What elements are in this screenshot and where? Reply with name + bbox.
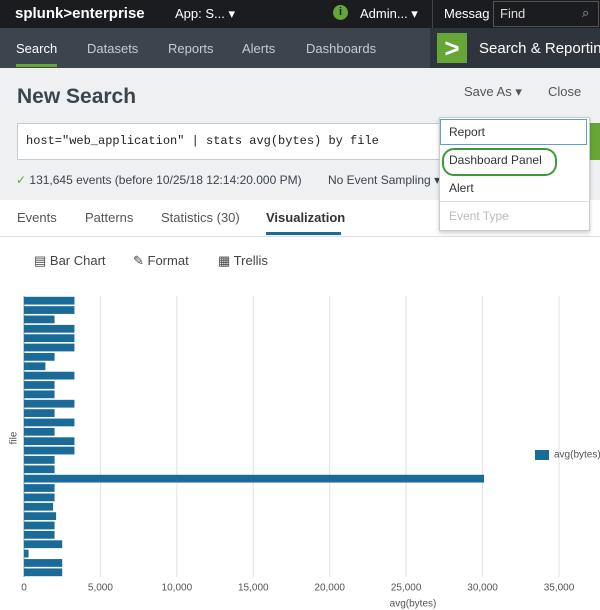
nav-tab[interactable]: Dashboards <box>306 41 377 56</box>
logo[interactable]: splunk>enterprise <box>15 5 145 22</box>
status: ✓ 131,645 events (before 10/25/18 12:14:… <box>16 173 302 187</box>
sampling-menu[interactable]: No Event Sampling ▾ <box>328 173 441 187</box>
toolbar-label: Trellis <box>233 253 268 268</box>
bar <box>24 427 55 436</box>
highlight-ellipse <box>442 148 557 176</box>
top-bar: splunk>enterprise App: S... ▾ i Admin...… <box>0 0 600 28</box>
bar <box>24 334 75 343</box>
bar <box>24 409 55 417</box>
x-tick-label: 20,000 <box>314 583 345 594</box>
app-title-area: > Search & Reporting <box>430 28 600 68</box>
results-tab[interactable]: Events <box>17 210 57 225</box>
bar <box>24 484 55 492</box>
bar-chart-button[interactable]: ▤ Bar Chart <box>34 253 106 268</box>
x-tick-label: 15,000 <box>238 583 269 594</box>
bar <box>24 512 57 520</box>
find-box[interactable]: Find ⌕ <box>493 1 599 27</box>
nav-tab[interactable]: Datasets <box>87 41 139 56</box>
trellis-button[interactable]: ▦ Trellis <box>218 253 268 268</box>
sampling-label: No Event Sampling <box>328 173 431 187</box>
results-tab[interactable]: Patterns <box>85 210 134 225</box>
results-tab[interactable]: Statistics (30) <box>161 210 240 225</box>
menu-item[interactable]: Alert <box>449 181 474 195</box>
bar <box>24 296 75 305</box>
close-button[interactable]: Close <box>548 84 582 99</box>
legend-swatch <box>535 450 549 460</box>
bar <box>24 418 75 427</box>
app-label: App: S... <box>175 6 225 21</box>
bar <box>24 474 485 483</box>
bar <box>24 530 55 539</box>
toolbar-label: Bar Chart <box>49 253 106 268</box>
save-as-button[interactable]: Save As ▾ <box>464 84 522 99</box>
nav-tab[interactable]: Reports <box>168 41 214 56</box>
bar <box>24 371 75 380</box>
bar <box>24 324 75 333</box>
legend-label: avg(bytes) <box>554 450 600 461</box>
bar <box>24 493 55 502</box>
bar <box>24 390 55 399</box>
x-tick-label: 25,000 <box>391 583 422 594</box>
x-tick-label: 5,000 <box>88 583 113 594</box>
bar <box>24 502 54 511</box>
x-axis-label: avg(bytes) <box>390 599 437 610</box>
bar <box>24 521 55 530</box>
chart: 0 5,000 10,000 15,000 20,000 25,000 30,000 35,0… <box>9 296 600 610</box>
app-menu[interactable]: App: S... ▾ <box>175 6 236 21</box>
active-underline <box>266 232 341 235</box>
bar <box>24 465 55 474</box>
bar <box>24 362 46 371</box>
x-tick-label: 30,000 <box>467 583 498 594</box>
results-tab[interactable]: Visualization <box>266 210 346 225</box>
find-placeholder: Find <box>500 6 526 21</box>
bar <box>24 559 63 567</box>
bar <box>24 315 55 324</box>
info-icon[interactable]: i <box>333 5 348 20</box>
check-icon: ✓ <box>16 173 27 187</box>
search-query: host="web_application" | stats avg(bytes… <box>26 134 379 148</box>
bar <box>24 446 75 455</box>
separator <box>440 201 589 202</box>
x-tick-label: 35,000 <box>544 583 575 594</box>
toolbar-label: Format <box>147 253 189 268</box>
bar <box>24 437 75 446</box>
divider <box>432 0 433 28</box>
app-icon: > <box>437 33 467 63</box>
bar <box>24 381 55 389</box>
bar <box>24 399 75 408</box>
menu-item-focus <box>440 119 587 145</box>
status-text: 131,645 events (before 10/25/18 12:14:20… <box>29 173 302 187</box>
user-menu[interactable]: Admin... ▾ <box>360 6 418 21</box>
page-title: New Search <box>17 85 137 108</box>
y-axis-label: file <box>9 431 20 444</box>
bar <box>24 568 63 577</box>
messages[interactable]: Messag <box>444 6 490 21</box>
bar <box>24 549 29 558</box>
bar <box>24 343 75 352</box>
save-as-menu: Report Dashboard Panel Alert Event Type <box>439 117 590 231</box>
search-icon: ⌕ <box>582 5 590 20</box>
nav-tab[interactable]: Alerts <box>242 41 276 56</box>
user-label: Admin... <box>360 6 408 21</box>
x-tick-label: 0 <box>21 583 27 594</box>
x-tick-label: 10,000 <box>162 583 193 594</box>
bar <box>24 456 55 464</box>
format-button[interactable]: ✎ Format <box>133 253 189 268</box>
menu-item-disabled: Event Type <box>449 209 509 223</box>
bar <box>24 353 55 361</box>
menu-item[interactable]: Report <box>449 125 486 139</box>
menu-item[interactable]: Dashboard Panel <box>449 153 542 167</box>
bar <box>24 306 75 314</box>
save-as-label: Save As <box>464 84 512 99</box>
app-title: Search & Reporting <box>479 40 600 57</box>
bar <box>24 540 63 549</box>
nav-tab[interactable]: Search <box>16 41 58 56</box>
active-underline <box>16 64 57 67</box>
